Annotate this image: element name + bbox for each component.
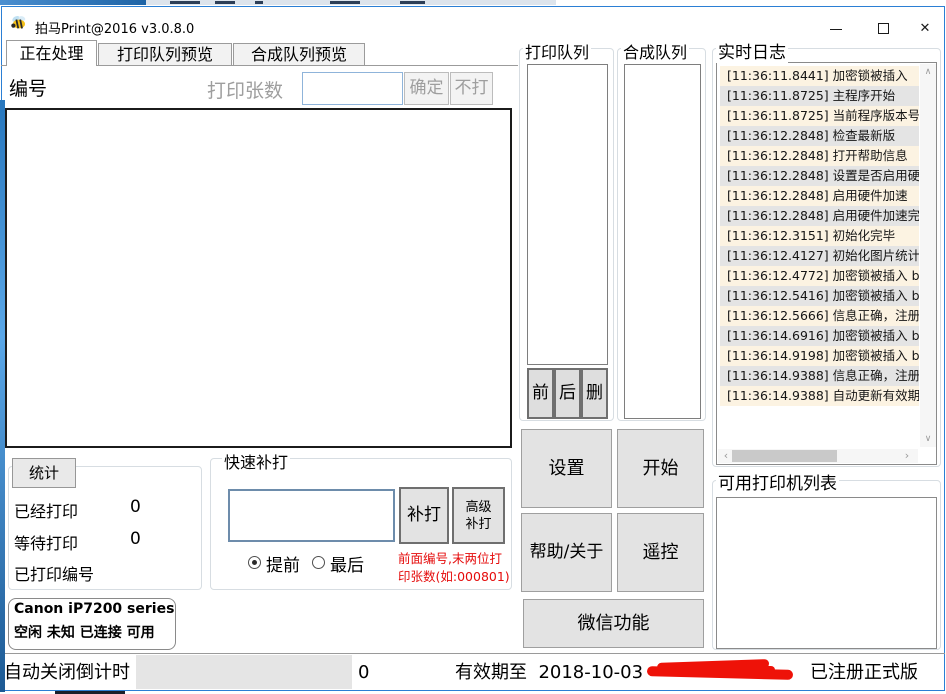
log-title: 实时日志 [716, 38, 788, 63]
print-queue-list[interactable] [527, 64, 608, 365]
validity-label: 有效期至 [455, 662, 527, 683]
countdown-counter: 0 [358, 662, 370, 683]
printer-status-box [8, 598, 176, 650]
log-entry[interactable]: [11:36:12.2848] 启用硬件加速完 [720, 206, 919, 226]
settings-button[interactable]: 设置 [521, 429, 612, 508]
log-entry[interactable]: [11:36:12.3151] 初始化完毕 [720, 226, 919, 246]
background-text-fragment [215, 1, 235, 4]
waiting-count-label: 等待打印 [14, 534, 79, 553]
start-button[interactable]: 开始 [617, 429, 704, 508]
titlebar: 拍马Print@2016 v3.0.8.0 ✕ [2, 7, 944, 39]
validity-text: 有效期至 2018-10-03 [455, 656, 643, 690]
maximize-button[interactable] [860, 14, 906, 44]
close-button[interactable]: ✕ [904, 14, 946, 44]
log-entry[interactable]: [11:36:12.5666] 信息正确，注册 [720, 306, 919, 326]
background-text-fragment [255, 1, 263, 4]
minimize-button[interactable] [814, 14, 858, 44]
bottom-divider [1, 653, 945, 654]
tab-print-queue-preview[interactable]: 打印队列预览 [98, 43, 232, 66]
validity-date: 2018-10-03 [538, 662, 644, 683]
countdown-label: 自动关闭倒计时 [4, 662, 130, 683]
waiting-count-value: 0 [130, 529, 141, 549]
printer-list[interactable] [716, 497, 937, 649]
log-entry[interactable]: [11:36:11.8441] 加密锁被插入 [720, 66, 919, 86]
remote-control-button[interactable]: 遥控 [617, 513, 704, 592]
background-text-fragment [330, 1, 360, 4]
background-window-strip [0, 0, 946, 6]
tab-processing[interactable]: 正在处理 [6, 40, 97, 66]
radio-last[interactable] [312, 556, 325, 569]
log-entry[interactable]: [11:36:12.5416] 加密锁被插入 b [720, 286, 919, 306]
log-entry[interactable]: [11:36:14.6916] 加密锁被插入 b [720, 326, 919, 346]
background-text-fragment [170, 1, 200, 4]
log-entry[interactable]: [11:36:12.2848] 检查最新版 [720, 126, 919, 146]
countdown-progress [136, 655, 352, 689]
advanced-reprint-button[interactable]: 高级 补打 [452, 487, 505, 544]
help-about-button[interactable]: 帮助/关于 [521, 513, 612, 592]
scroll-left-icon[interactable]: ‹ [723, 449, 729, 462]
log-rows: [11:36:11.8441] 加密锁被插入 [11:36:11.8725] 主程… [720, 66, 919, 406]
log-entry[interactable]: [11:36:12.2848] 启用硬件加速 [720, 186, 919, 206]
minimize-icon [830, 29, 842, 30]
log-entry[interactable]: [11:36:11.8725] 当前程序版本号 [720, 106, 919, 126]
printer-list-title: 可用打印机列表 [716, 469, 839, 494]
redaction-scribble [647, 659, 793, 680]
copies-label: 打印张数 [207, 80, 284, 102]
printed-count-value: 0 [130, 497, 141, 517]
scroll-down-icon[interactable]: ∨ [924, 434, 932, 444]
log-entry[interactable]: [11:36:12.2848] 设置是否启用硬 [720, 166, 919, 186]
log-entry[interactable]: [11:36:14.9388] 信息正确，注册 [720, 366, 919, 386]
scroll-up-icon[interactable]: ∧ [924, 67, 932, 77]
log-entry[interactable]: [11:36:14.9388] 自动更新有效期 [720, 386, 919, 406]
reprint-hint-line1: 前面编号,末两位打 [398, 551, 502, 566]
queue-move-front-button[interactable]: 前 [527, 368, 554, 419]
advanced-reprint-line1: 高级 [465, 500, 492, 515]
registration-status: 已注册正式版 [810, 662, 918, 683]
print-queue-title: 打印队列 [523, 39, 592, 63]
background-window-fragment [55, 691, 125, 694]
confirm-button[interactable]: 确定 [404, 72, 449, 105]
scroll-right-icon[interactable]: › [904, 449, 910, 462]
wechat-button[interactable]: 微信功能 [523, 599, 704, 648]
log-entry[interactable]: [11:36:12.2848] 打开帮助信息 [720, 146, 919, 166]
log-vertical-scrollbar[interactable]: ∧ ∨ [920, 64, 936, 447]
radio-front-dot [252, 560, 257, 565]
quick-reprint-input[interactable] [228, 489, 395, 542]
advanced-reprint-line2: 补打 [465, 517, 492, 532]
queue-move-back-button[interactable]: 后 [554, 368, 581, 419]
processing-list[interactable] [5, 108, 512, 448]
printed-count-label: 已经打印 [14, 502, 79, 521]
copies-input[interactable] [302, 72, 403, 105]
app-bee-icon [11, 15, 26, 29]
reprint-button[interactable]: 补打 [399, 487, 449, 544]
reprint-hint-line2: 印张数(如:000801) [398, 569, 510, 584]
log-entry[interactable]: [11:36:12.4127] 初始化图片统计 [720, 246, 919, 266]
tab-merge-queue-preview[interactable]: 合成队列预览 [233, 43, 365, 66]
maximize-icon [877, 23, 889, 34]
log-hscroll-thumb[interactable] [732, 450, 837, 462]
log-entry[interactable]: [11:36:14.9198] 加密锁被插入 b [720, 346, 919, 366]
close-icon: ✕ [919, 21, 931, 36]
printed-numbers-label: 已打印编号 [14, 565, 95, 584]
merge-queue-title: 合成队列 [621, 39, 690, 63]
radio-front[interactable] [248, 556, 261, 569]
log-entry[interactable]: [11:36:12.4772] 加密锁被插入 b [720, 266, 919, 286]
background-window-edge [0, 100, 5, 692]
printer-states: 空闲 未知 已连接 可用 [14, 625, 155, 641]
printer-name: Canon iP7200 series [14, 601, 175, 617]
radio-last-label: 最后 [330, 556, 364, 576]
log-entry[interactable]: [11:36:11.8725] 主程序开始 [720, 86, 919, 106]
window-title: 拍马Print@2016 v3.0.8.0 [35, 22, 195, 37]
queue-delete-button[interactable]: 删 [581, 368, 608, 419]
quick-reprint-title: 快速补打 [222, 449, 291, 473]
merge-queue-list[interactable] [624, 64, 701, 419]
number-label: 编号 [9, 78, 48, 100]
radio-front-label: 提前 [266, 556, 300, 576]
background-text-fragment [400, 1, 425, 4]
background-tab-fragment [0, 0, 146, 5]
no-print-button[interactable]: 不打 [450, 72, 493, 105]
stats-title-button[interactable]: 统计 [12, 458, 76, 488]
